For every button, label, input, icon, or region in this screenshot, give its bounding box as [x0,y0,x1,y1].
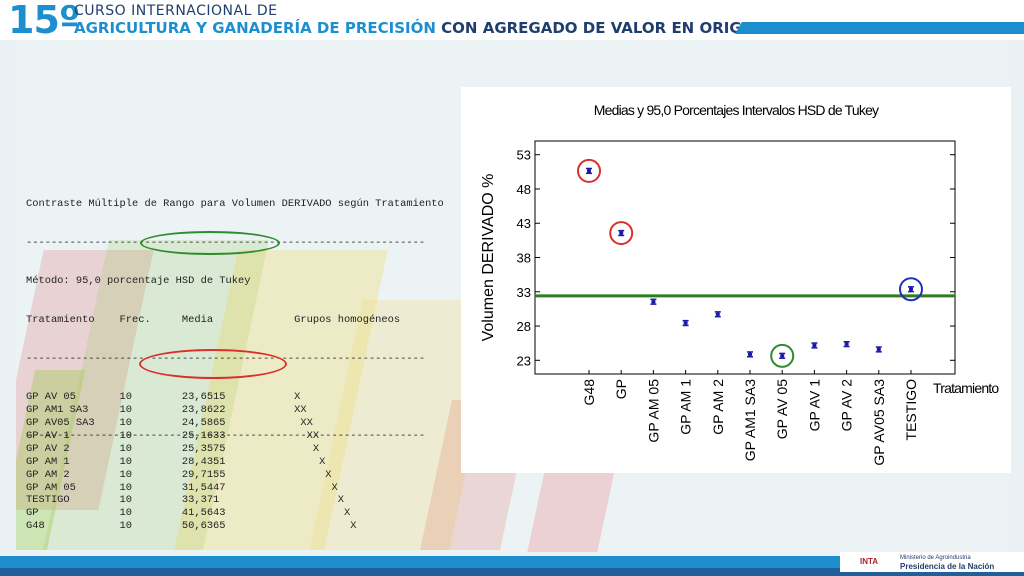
x-tick-label: GP AM 2 [710,379,726,435]
mean-point [619,231,624,235]
mean-point [780,354,785,358]
table-row: TESTIGO 10 33,371 X [26,494,345,507]
table-row: GP AM 05 10 31,5447 X [26,481,338,494]
header-banner: 15º CURSO INTERNACIONAL DE AGRICULTURA Y… [0,0,1024,42]
footer-logos: INTA Ministerio de Agroindustria Preside… [840,552,1024,572]
banner-title-part1: AGRICULTURA Y GANADERÍA DE PRECISIÓN [74,19,436,37]
footer-bar [0,556,840,570]
table-row: GP AM 2 10 29,7155 X [26,468,332,481]
mean-point [844,342,849,346]
chart-panel: Medias y 95,0 Porcentajes Intervalos HSD… [461,87,1011,473]
mean-point [812,343,817,347]
analysis-title: Contraste Múltiple de Rango para Volumen… [26,197,444,210]
y-tick-label: 53 [517,148,531,163]
table-row: GP AV05 SA3 10 24,5865 XX [26,417,313,430]
highlight-circle [577,158,601,183]
mean-point [748,352,752,356]
decor-shape [527,470,615,552]
mean-point [587,169,591,173]
y-tick-label: 23 [517,353,531,368]
separator: ----------------------------------------… [26,430,426,443]
highlight-circle [609,221,634,246]
x-tick-label: GP AV 05 [774,379,790,439]
tukey-text-output: Contraste Múltiple de Rango para Volumen… [26,172,444,532]
mean-point [876,347,881,351]
y-tick-label: 28 [517,319,531,334]
highlight-circle [770,343,795,368]
chart-title: Medias y 95,0 Porcentajes Intervalos HSD… [594,102,879,118]
tukey-chart: Medias y 95,0 Porcentajes Intervalos HSD… [480,102,1000,466]
x-tick-label: GP AM 1 [678,379,694,435]
banner-accent-bar [735,22,1024,34]
edition-number: 15º [8,0,80,42]
table-row: GP AV 05 10 23,6515 X [26,391,301,404]
table-header: Tratamiento Frec. Media Grupos homogéneo… [26,313,401,326]
table-row: GP AV 2 10 25,3575 X [26,442,320,455]
x-tick-label: GP AV05 SA3 [871,379,887,466]
footer-bar-dark [0,568,1024,576]
x-tick-label: GP AM 05 [645,379,661,443]
banner-title: AGRICULTURA Y GANADERÍA DE PRECISIÓN CON… [74,19,764,37]
ministry-label: Ministerio de Agroindustria [900,555,971,561]
table-row: GP AV 1 10 25,1633 XX [26,430,320,442]
mean-point [683,321,688,325]
mean-point [909,287,913,291]
table-row: GP 10 41,5643 X [26,507,351,520]
results-table: GP AV 05 10 23,6515 X GP AM1 SA3 10 23,86… [26,391,444,532]
y-tick-label: 48 [517,182,531,197]
x-tick-label: GP AM1 SA3 [742,379,758,461]
banner-subtitle: CURSO INTERNACIONAL DE [74,3,278,19]
highlight-green-ellipse [140,231,280,255]
table-row: GP AM 1 10 28,4351 X [26,455,326,468]
y-tick-label: 43 [517,216,531,231]
banner-title-part2: CON AGREGADO DE VALOR EN ORIGEN [441,19,765,37]
mean-point [715,312,720,316]
presidency-label: Presidencia de la Nación [900,562,995,571]
x-axis-label: Tratamiento [933,380,999,396]
x-tick-label: TESTIGO [903,379,919,441]
x-tick-label: GP AV 1 [806,379,822,432]
y-tick-label: 38 [517,251,531,266]
inta-logo: INTA [860,557,879,566]
method-line: Método: 95,0 porcentaje HSD de Tukey [26,275,251,288]
table-row: GP AM1 SA3 10 23,8622 XX [26,404,307,417]
highlight-red-ellipse [139,349,287,379]
y-axis-label: Volumen DERIVADO % [480,174,497,342]
y-tick-label: 33 [517,285,531,300]
highlight-circle [899,277,923,302]
table-row: G48 10 50,6365 X [26,520,357,533]
x-tick-label: GP AV 2 [839,379,855,432]
mean-point [651,300,656,304]
x-tick-label: G48 [581,379,597,406]
x-tick-label: GP [613,379,629,399]
